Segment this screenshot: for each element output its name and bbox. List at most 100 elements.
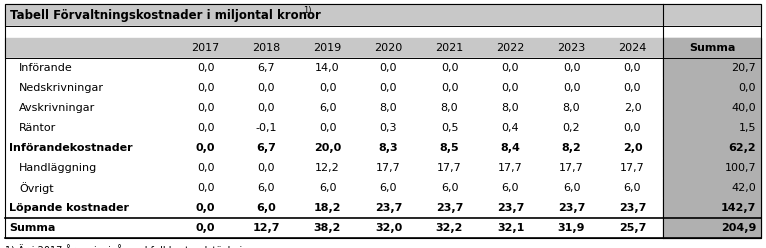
Text: 14,0: 14,0	[315, 63, 340, 73]
Text: 0,0: 0,0	[257, 83, 275, 93]
Text: 17,7: 17,7	[437, 163, 462, 173]
Text: 0,0: 0,0	[440, 63, 458, 73]
Text: Räntor: Räntor	[19, 123, 56, 133]
Text: 23,7: 23,7	[375, 203, 402, 213]
Text: 6,0: 6,0	[257, 183, 275, 193]
Text: 0,0: 0,0	[738, 83, 756, 93]
Text: 0,0: 0,0	[257, 163, 275, 173]
Text: 12,2: 12,2	[315, 163, 340, 173]
Bar	[663, 178, 761, 198]
Text: 6,0: 6,0	[319, 183, 336, 193]
Text: 23,7: 23,7	[497, 203, 524, 213]
Text: 31,9: 31,9	[558, 223, 585, 233]
Text: 1,5: 1,5	[738, 123, 756, 133]
Bar	[5, 98, 663, 118]
Text: 17,7: 17,7	[498, 163, 523, 173]
Bar	[663, 58, 761, 78]
Text: 6,0: 6,0	[624, 183, 641, 193]
Text: 0,0: 0,0	[624, 123, 641, 133]
Bar	[663, 98, 761, 118]
Text: 2023: 2023	[558, 43, 586, 53]
Text: 6,0: 6,0	[380, 183, 398, 193]
Text: 40,0: 40,0	[732, 103, 756, 113]
Text: Införandekostnader: Införandekostnader	[9, 143, 133, 153]
Text: 8,0: 8,0	[563, 103, 581, 113]
Text: 0,2: 0,2	[563, 123, 581, 133]
Text: 8,5: 8,5	[440, 143, 460, 153]
Text: 6,0: 6,0	[440, 183, 458, 193]
Text: Summa: Summa	[689, 43, 735, 53]
Text: 0,0: 0,0	[197, 63, 214, 73]
Text: 17,7: 17,7	[559, 163, 584, 173]
Text: Tabell Förvaltningskostnader i miljontal kronor: Tabell Förvaltningskostnader i miljontal…	[10, 8, 321, 22]
Bar	[663, 118, 761, 138]
Text: Summa: Summa	[9, 223, 55, 233]
Text: 0,0: 0,0	[440, 83, 458, 93]
Bar	[663, 158, 761, 178]
Text: 6,0: 6,0	[319, 103, 336, 113]
Text: 32,1: 32,1	[497, 223, 524, 233]
Text: 6,0: 6,0	[502, 183, 519, 193]
Text: 2019: 2019	[313, 43, 342, 53]
Text: 0,0: 0,0	[196, 203, 215, 213]
Text: 62,2: 62,2	[728, 143, 756, 153]
Text: 6,7: 6,7	[257, 63, 275, 73]
Bar	[663, 38, 761, 58]
Text: 1): 1)	[303, 5, 312, 14]
Text: Införande: Införande	[19, 63, 73, 73]
Text: 142,7: 142,7	[721, 203, 756, 213]
Text: Nedskrivningar: Nedskrivningar	[19, 83, 104, 93]
Text: 0,0: 0,0	[197, 103, 214, 113]
Text: 23,7: 23,7	[619, 203, 647, 213]
Text: 8,0: 8,0	[380, 103, 398, 113]
Text: 0,0: 0,0	[196, 223, 215, 233]
Text: 6,0: 6,0	[563, 183, 581, 193]
Text: 0,0: 0,0	[257, 103, 275, 113]
Text: 23,7: 23,7	[558, 203, 585, 213]
Bar	[663, 78, 761, 98]
Text: 2017: 2017	[192, 43, 220, 53]
Text: 0,0: 0,0	[319, 83, 336, 93]
Bar	[5, 4, 761, 26]
Text: 0,0: 0,0	[196, 143, 215, 153]
Text: 32,0: 32,0	[375, 223, 402, 233]
Text: 42,0: 42,0	[732, 183, 756, 193]
Text: 2018: 2018	[252, 43, 280, 53]
Bar	[5, 218, 663, 238]
Text: 38,2: 38,2	[314, 223, 341, 233]
Text: Handläggning: Handläggning	[19, 163, 97, 173]
Text: 17,7: 17,7	[620, 163, 645, 173]
Text: 0,0: 0,0	[624, 83, 641, 93]
Text: 0,0: 0,0	[197, 83, 214, 93]
Text: 20,0: 20,0	[314, 143, 341, 153]
Text: 0,0: 0,0	[563, 63, 581, 73]
Text: 0,0: 0,0	[380, 83, 398, 93]
Text: 8,3: 8,3	[378, 143, 398, 153]
Text: -0,1: -0,1	[256, 123, 277, 133]
Text: 0,0: 0,0	[197, 123, 214, 133]
Bar	[5, 198, 663, 218]
Text: 1) Är i 2017 års prisnivå med full kostnadstäckning: 1) Är i 2017 års prisnivå med full kostn…	[5, 244, 254, 248]
Text: 0,0: 0,0	[380, 63, 398, 73]
Text: 25,7: 25,7	[619, 223, 647, 233]
Bar	[663, 138, 761, 158]
Text: 2022: 2022	[496, 43, 525, 53]
Text: 2,0: 2,0	[624, 103, 641, 113]
Text: 0,4: 0,4	[502, 123, 519, 133]
Text: 12,7: 12,7	[253, 223, 280, 233]
Text: 0,3: 0,3	[380, 123, 398, 133]
Text: Löpande kostnader: Löpande kostnader	[9, 203, 129, 213]
Bar	[5, 58, 663, 78]
Text: 0,0: 0,0	[502, 63, 519, 73]
Text: 204,9: 204,9	[721, 223, 756, 233]
Bar	[5, 158, 663, 178]
Bar	[663, 198, 761, 218]
Bar	[5, 78, 663, 98]
Text: 6,7: 6,7	[257, 143, 277, 153]
Text: 32,2: 32,2	[436, 223, 463, 233]
Text: 17,7: 17,7	[376, 163, 401, 173]
Text: 8,2: 8,2	[561, 143, 581, 153]
Text: 2021: 2021	[435, 43, 463, 53]
Bar	[5, 38, 761, 58]
Text: 0,0: 0,0	[624, 63, 641, 73]
